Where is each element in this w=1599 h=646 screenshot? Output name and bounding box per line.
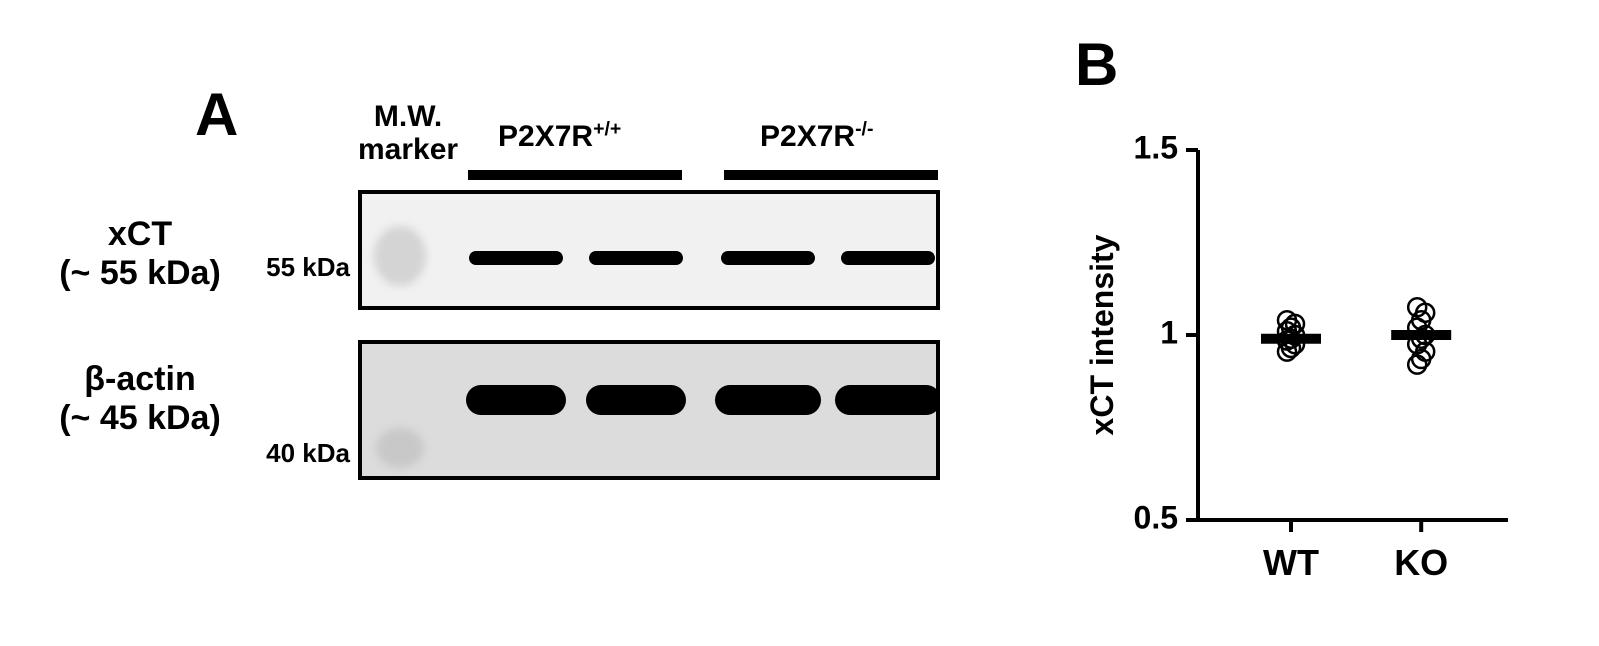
- blot-band: [589, 251, 683, 265]
- mw-marker-line2: marker: [358, 133, 458, 166]
- y-tick-label: 0.5: [1134, 499, 1178, 535]
- lane-group-label-base: P2X7R: [498, 120, 593, 153]
- blot-band: [721, 251, 815, 265]
- blot-row-label-line1: β-actin: [20, 360, 260, 399]
- y-axis-label: xCT intensity: [1084, 234, 1120, 435]
- lane-group-label: P2X7R+/+: [498, 118, 621, 154]
- category-label: WT: [1263, 542, 1319, 583]
- blot-band: [835, 385, 940, 415]
- lane-group-label-sup: -/-: [855, 118, 873, 140]
- lane-group-label: P2X7R-/-: [760, 118, 873, 154]
- mw-marker-header: M.W. marker: [358, 100, 458, 166]
- blot-band: [715, 385, 821, 415]
- mw-marker-line1: M.W.: [374, 100, 442, 133]
- blot-band: [586, 385, 686, 415]
- panel-b-label: B: [1075, 30, 1118, 99]
- blot-row-label: xCT(~ 55 kDa): [20, 215, 260, 293]
- y-tick-label: 1.5: [1134, 129, 1178, 165]
- blot-box-svg: [358, 340, 940, 480]
- blot-row-label: β-actin(~ 45 kDa): [20, 360, 260, 438]
- mw-tick-label: 40 kDa: [260, 438, 350, 469]
- lane-group-bar: [724, 170, 938, 180]
- panel-a-label: A: [195, 80, 238, 149]
- data-point: [1408, 356, 1426, 374]
- lane-group-label-base: P2X7R: [760, 120, 855, 153]
- blot-band: [841, 251, 935, 265]
- blot-band: [466, 385, 566, 415]
- blot-row-label-line2: (~ 45 kDa): [20, 399, 260, 438]
- scatter-plot: 0.5 1 1.5 xCT intensity WT KO: [1070, 110, 1560, 620]
- blot-band: [469, 251, 563, 265]
- lane-group-label-sup: +/+: [593, 118, 621, 140]
- category-label: KO: [1394, 542, 1448, 583]
- blot-box-svg: [358, 190, 940, 310]
- blot-row-label-line2: (~ 55 kDa): [20, 254, 260, 293]
- lane-group-bar: [468, 170, 682, 180]
- y-tick-label: 1: [1160, 314, 1178, 350]
- mw-tick-label: 55 kDa: [260, 252, 350, 283]
- blot-row-label-line1: xCT: [20, 215, 260, 254]
- mw-marker-smudge: [374, 226, 426, 286]
- mw-marker-smudge: [376, 428, 424, 468]
